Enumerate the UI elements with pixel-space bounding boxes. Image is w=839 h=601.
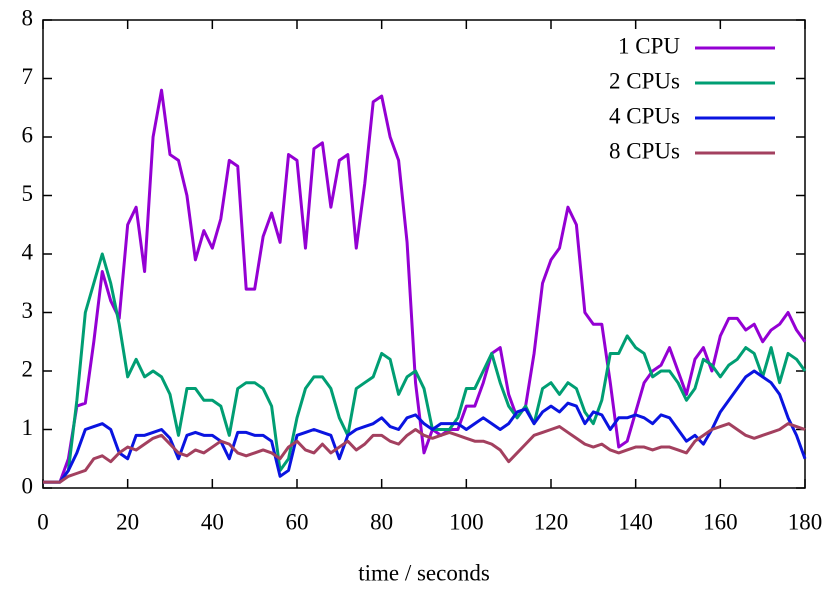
y-tick-label: 6 — [22, 122, 34, 147]
x-tick-label: 20 — [116, 509, 139, 534]
legend-label: 2 CPUs — [609, 68, 680, 93]
x-tick-label: 180 — [788, 509, 823, 534]
legend-label: 1 CPU — [618, 33, 680, 58]
x-axis-label: time / seconds — [358, 560, 490, 585]
y-tick-label: 3 — [22, 298, 34, 323]
y-tick-label: 1 — [22, 415, 34, 440]
y-tick-label: 7 — [22, 64, 34, 89]
legend-label: 8 CPUs — [609, 138, 680, 163]
legend-label: 4 CPUs — [609, 103, 680, 128]
x-tick-label: 100 — [449, 509, 484, 534]
series-line — [43, 369, 807, 484]
x-tick-label: 80 — [370, 509, 393, 534]
y-tick-label: 5 — [22, 181, 34, 206]
x-tick-label: 0 — [37, 509, 49, 534]
x-tick-label: 120 — [534, 509, 569, 534]
x-tick-label: 140 — [618, 509, 653, 534]
x-tick-label: 40 — [201, 509, 224, 534]
series-line — [43, 252, 807, 484]
y-tick-label: 4 — [22, 239, 34, 264]
series-line — [43, 422, 806, 484]
x-tick-label: 160 — [703, 509, 738, 534]
y-tick-label: 2 — [22, 356, 34, 381]
x-tick-label: 60 — [286, 509, 309, 534]
plot-frame — [42, 19, 806, 489]
y-tick-label: 8 — [22, 5, 34, 30]
series-line — [43, 88, 807, 484]
y-tick-label: 0 — [22, 473, 34, 498]
